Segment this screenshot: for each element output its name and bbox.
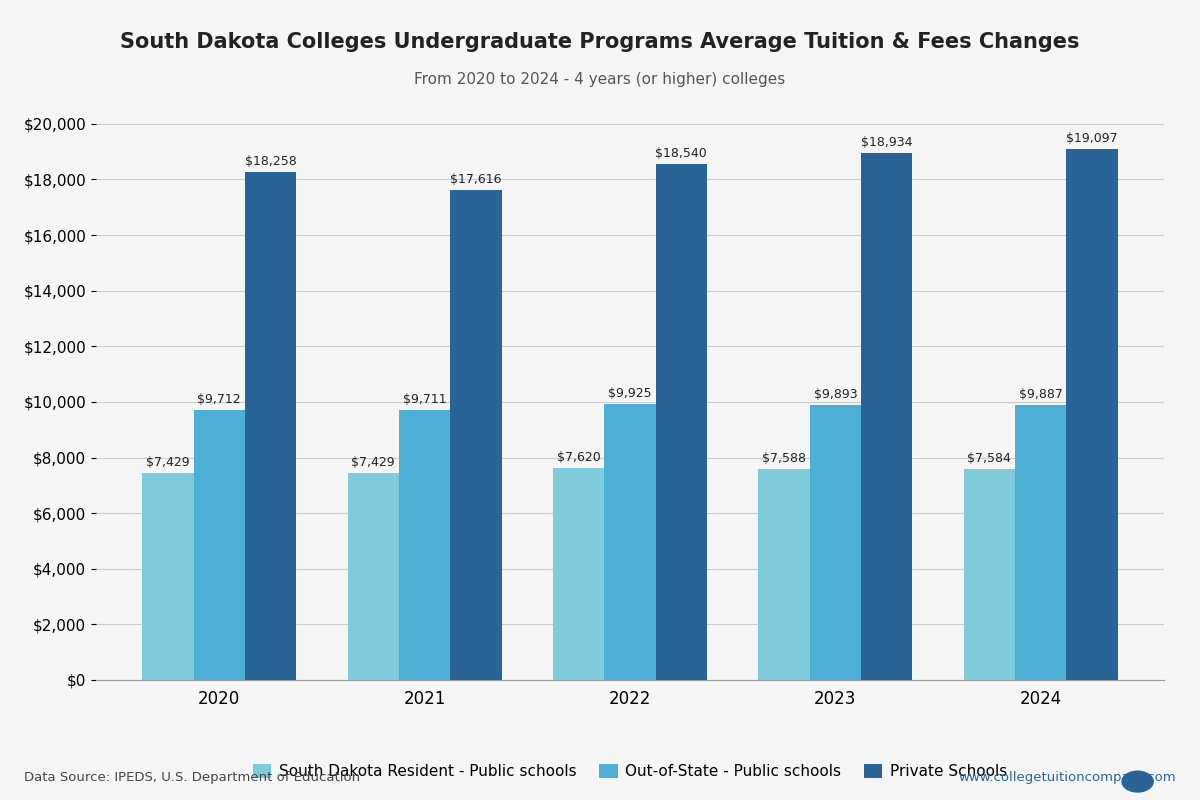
Bar xyxy=(193,410,245,680)
Text: $9,893: $9,893 xyxy=(814,388,857,401)
Text: $19,097: $19,097 xyxy=(1067,132,1118,145)
Bar xyxy=(143,474,193,680)
Text: Data Source: IPEDS, U.S. Department of Education: Data Source: IPEDS, U.S. Department of E… xyxy=(24,771,360,784)
Circle shape xyxy=(1122,771,1153,792)
Text: $7,584: $7,584 xyxy=(967,452,1012,465)
Text: $9,712: $9,712 xyxy=(198,393,241,406)
Bar xyxy=(655,165,707,680)
Text: South Dakota Colleges Undergraduate Programs Average Tuition & Fees Changes: South Dakota Colleges Undergraduate Prog… xyxy=(120,32,1080,52)
Text: $7,429: $7,429 xyxy=(352,456,395,470)
Bar xyxy=(810,405,862,680)
Legend: South Dakota Resident - Public schools, Out-of-State - Public schools, Private S: South Dakota Resident - Public schools, … xyxy=(246,758,1014,785)
Bar xyxy=(348,474,398,680)
Text: $18,540: $18,540 xyxy=(655,147,707,160)
Bar xyxy=(758,469,810,680)
Text: $17,616: $17,616 xyxy=(450,173,502,186)
Bar xyxy=(450,190,502,680)
Bar xyxy=(553,468,605,680)
Text: From 2020 to 2024 - 4 years (or higher) colleges: From 2020 to 2024 - 4 years (or higher) … xyxy=(414,72,786,87)
Text: $7,620: $7,620 xyxy=(557,451,600,464)
Bar xyxy=(1067,149,1117,680)
Text: $9,925: $9,925 xyxy=(608,387,652,400)
Bar xyxy=(398,410,450,680)
Text: ct: ct xyxy=(1133,777,1142,786)
Text: $18,258: $18,258 xyxy=(245,155,296,168)
Text: $18,934: $18,934 xyxy=(860,136,912,150)
Text: $9,711: $9,711 xyxy=(403,393,446,406)
Bar xyxy=(605,404,655,680)
Text: $9,887: $9,887 xyxy=(1019,388,1063,401)
Text: $7,588: $7,588 xyxy=(762,452,806,465)
Bar xyxy=(245,172,296,680)
Bar xyxy=(862,154,912,680)
Text: $7,429: $7,429 xyxy=(146,456,190,470)
Bar xyxy=(964,469,1015,680)
Bar xyxy=(1015,405,1067,680)
Text: www.collegetuitioncompare.com: www.collegetuitioncompare.com xyxy=(959,771,1176,784)
